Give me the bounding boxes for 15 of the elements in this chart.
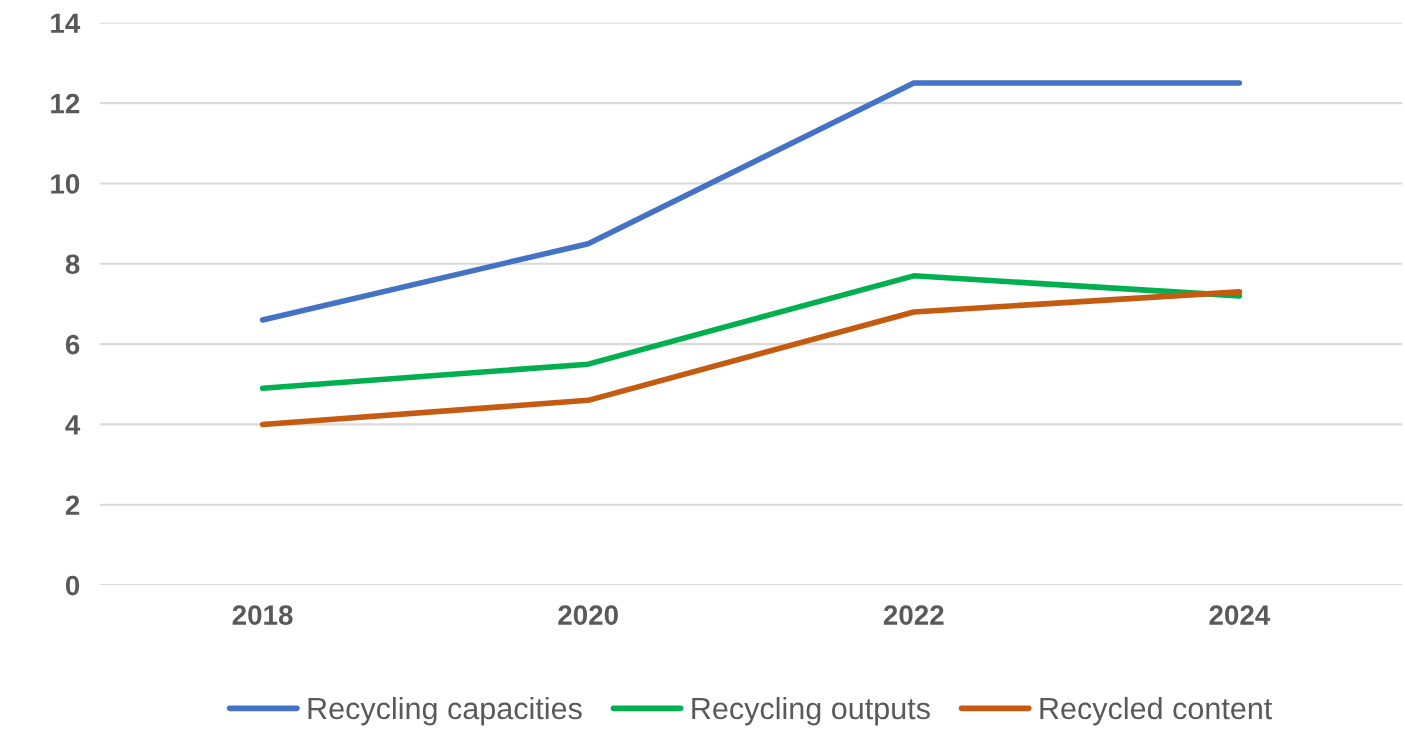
y-tick-label: 6 bbox=[65, 334, 80, 355]
x-tick-label: 2018 bbox=[232, 605, 293, 625]
y-tick-label: 12 bbox=[51, 93, 80, 114]
x-tick-label: 2022 bbox=[883, 605, 944, 625]
y-tick-label: 4 bbox=[65, 415, 81, 435]
y-tick-label: 2 bbox=[65, 495, 80, 515]
y-tick-label: 10 bbox=[51, 174, 80, 194]
x-tick-label: 2020 bbox=[558, 605, 618, 625]
y-tick-label: 0 bbox=[65, 575, 80, 596]
x-tick-label: 2024 bbox=[1209, 605, 1271, 625]
legend-label: Recycling capacities bbox=[308, 696, 582, 726]
y-tick-label: 14 bbox=[51, 13, 81, 33]
legend-label: Recycling outputs bbox=[692, 696, 930, 726]
legend-label: Recycled content bbox=[1040, 696, 1273, 726]
y-tick-label: 8 bbox=[65, 254, 80, 275]
